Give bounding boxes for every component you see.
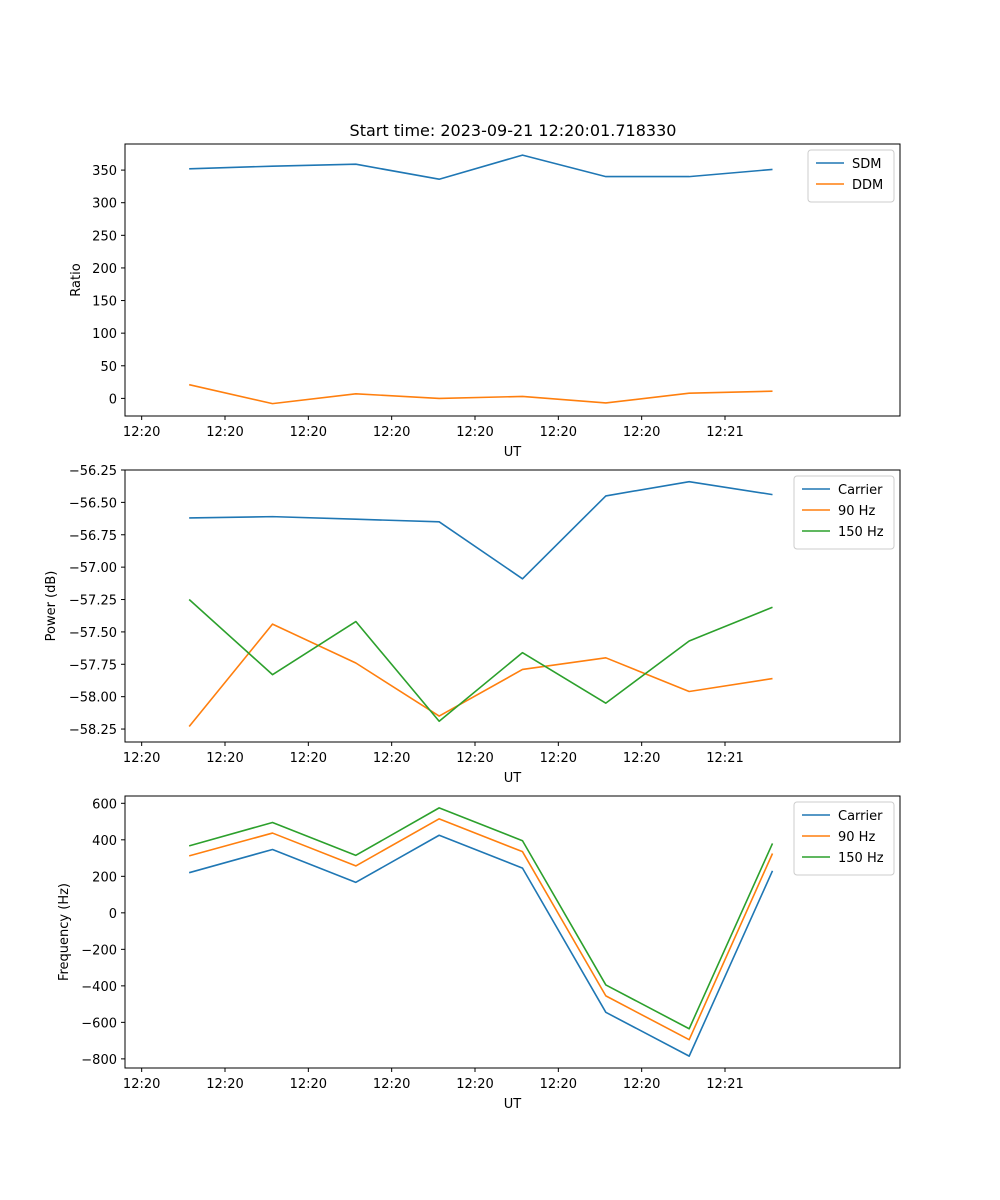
y-tick-label: −56.25 [69, 464, 117, 479]
legend-label: Carrier [838, 483, 883, 498]
series-line-sdm [189, 154, 773, 181]
y-tick-label: −800 [81, 1053, 117, 1068]
axes-frame [124, 143, 901, 417]
x-tick-label: 12:20 [456, 1077, 493, 1092]
y-axis-label: Ratio [69, 263, 84, 296]
y-tick-label: −56.50 [69, 496, 117, 511]
x-axis-label: UT [504, 445, 522, 460]
x-axis-label: UT [504, 1097, 522, 1112]
x-tick-label: 12:20 [540, 1077, 577, 1092]
y-tick-label: 400 [92, 834, 117, 849]
y-tick-label: 200 [92, 262, 117, 277]
x-tick-label: 12:20 [623, 751, 660, 766]
x-tick-label: 12:20 [123, 1077, 160, 1092]
y-tick-label: −57.75 [69, 658, 117, 673]
legend: Carrier 90 Hz 150 Hz [793, 475, 895, 550]
y-tick-label: 0 [109, 392, 117, 407]
y-tick-label: 600 [92, 797, 117, 812]
x-tick-label: 12:20 [123, 751, 160, 766]
figure-title: Start time: 2023-09-21 12:20:01.718330 [350, 121, 677, 140]
y-tick-label: −57.25 [69, 594, 117, 609]
x-tick-label: 12:21 [706, 1077, 743, 1092]
x-tick-label: 12:20 [290, 751, 327, 766]
legend-label: 90 Hz [838, 830, 875, 845]
x-tick-label: 12:21 [706, 751, 743, 766]
x-tick-label: 12:20 [206, 1077, 243, 1092]
x-tick-label: 12:20 [290, 425, 327, 440]
series-line-ddm [188, 383, 773, 405]
legend-label: DDM [852, 178, 883, 193]
series-line-90-hz [188, 623, 773, 727]
y-axis-label: Power (dB) [44, 571, 59, 642]
axes-frame [124, 795, 901, 1069]
x-tick-label: 12:20 [206, 425, 243, 440]
y-tick-label: 250 [92, 229, 117, 244]
chart-panel-2: 12:20 12:20 12:20 12:20 12:20 12:20 12:20 12:21… [44, 464, 901, 786]
series-line-carrier [189, 480, 773, 580]
x-tick-label: 12:20 [623, 1077, 660, 1092]
series-line-150-hz [188, 598, 773, 723]
y-tick-label: −58.25 [69, 723, 117, 738]
y-tick-label: 0 [109, 907, 117, 922]
x-tick-label: 12:20 [623, 425, 660, 440]
x-tick-label: 12:20 [123, 425, 160, 440]
x-tick-label: 12:20 [373, 425, 410, 440]
series-line-150-hz [188, 807, 774, 1030]
legend-label: Carrier [838, 809, 883, 824]
y-tick-label: −56.75 [69, 529, 117, 544]
legend: Carrier 90 Hz 150 Hz [793, 801, 895, 876]
x-tick-label: 12:21 [706, 425, 743, 440]
x-tick-label: 12:20 [373, 1077, 410, 1092]
axes-frame [124, 469, 901, 743]
legend-label: 90 Hz [838, 504, 875, 519]
y-tick-label: −58.00 [69, 691, 117, 706]
x-tick-label: 12:20 [540, 751, 577, 766]
x-tick-label: 12:20 [456, 751, 493, 766]
x-tick-label: 12:20 [456, 425, 493, 440]
x-tick-label: 12:20 [290, 1077, 327, 1092]
x-tick-label: 12:20 [206, 751, 243, 766]
legend-label: SDM [852, 157, 881, 172]
legend: SDM DDM [807, 149, 895, 203]
y-tick-label: −57.50 [69, 626, 117, 641]
y-tick-label: −200 [81, 943, 117, 958]
y-tick-label: 50 [100, 360, 117, 375]
x-axis-label: UT [504, 771, 522, 786]
series-line-carrier [188, 834, 774, 1057]
y-tick-label: 200 [92, 870, 117, 885]
legend-label: 150 Hz [838, 851, 884, 866]
y-tick-label: 300 [92, 197, 117, 212]
y-axis-label: Frequency (Hz) [57, 883, 72, 981]
y-tick-label: 100 [92, 327, 117, 342]
y-tick-label: −400 [81, 980, 117, 995]
chart-panel-1: 12:20 12:20 12:20 12:20 12:20 12:20 12:20 12:21… [69, 143, 901, 460]
x-tick-label: 12:20 [373, 751, 410, 766]
y-tick-label: −600 [81, 1016, 117, 1031]
series-line-90-hz [188, 818, 774, 1041]
y-tick-label: −57.00 [69, 561, 117, 576]
chart-panel-3: 12:20 12:20 12:20 12:20 12:20 12:20 12:20 12:21… [57, 795, 901, 1112]
y-tick-label: 350 [92, 164, 117, 179]
x-tick-label: 12:20 [540, 425, 577, 440]
y-tick-label: 150 [92, 295, 117, 310]
legend-label: 150 Hz [838, 525, 884, 540]
